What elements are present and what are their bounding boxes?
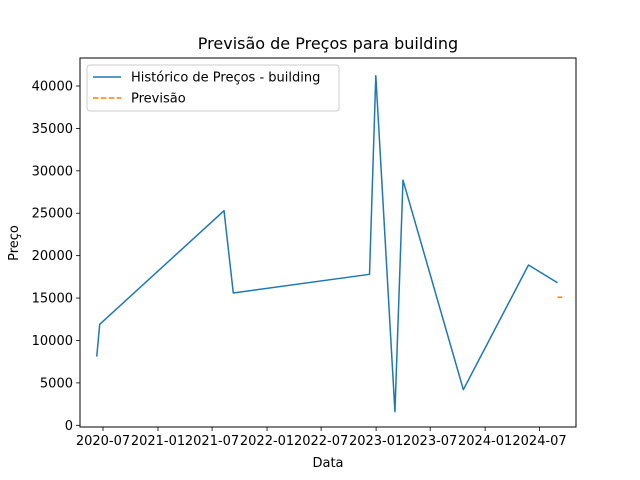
plot-frame: [79, 57, 577, 428]
y-tick-label: 15000: [32, 292, 73, 307]
y-tick-label: 25000: [32, 207, 73, 222]
y-tick-label: 5000: [40, 376, 73, 391]
x-tick-label: 2023-07: [403, 434, 457, 449]
plot-marks: [95, 75, 563, 413]
x-axis: 2020-07 2021-01 2021-07 2022-01 2022-07 2023-…: [76, 427, 567, 449]
y-axis-label: Preço: [7, 225, 22, 261]
legend: Histórico de Preços - building Previsão: [86, 64, 340, 112]
x-tick-label: 2023-01: [349, 434, 403, 449]
y-tick-label: 10000: [32, 334, 73, 349]
x-tick-label: 2020-07: [76, 434, 130, 449]
y-tick-label: 30000: [32, 164, 73, 179]
y-tick-label: 35000: [32, 122, 73, 137]
y-tick-label: 0: [65, 419, 73, 434]
x-tick-label: 2024-07: [512, 434, 566, 449]
x-tick-label: 2021-01: [131, 434, 185, 449]
y-tick-label: 20000: [32, 249, 73, 264]
series-line-0: [95, 75, 558, 413]
legend-label-0: Histórico de Preços - building: [131, 71, 320, 86]
chart-title: Previsão de Preços para building: [198, 34, 458, 53]
x-axis-label: Data: [312, 456, 343, 471]
legend-label-1: Previsão: [131, 92, 186, 107]
y-axis: 0 5000 10000 15000 20000 25000 30000 35000 40000: [32, 79, 80, 434]
y-tick-label: 40000: [32, 79, 73, 94]
x-tick-label: 2024-01: [458, 434, 512, 449]
x-tick-label: 2021-07: [185, 434, 239, 449]
x-tick-label: 2022-07: [294, 434, 348, 449]
x-tick-label: 2022-01: [240, 434, 294, 449]
legend-box: [86, 64, 340, 112]
